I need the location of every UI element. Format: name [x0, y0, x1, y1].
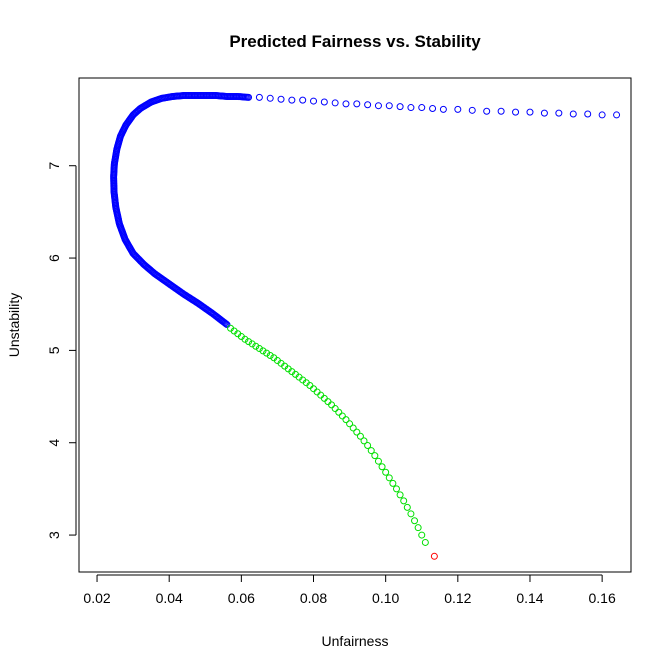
green-point [356, 432, 364, 440]
green-point [374, 457, 382, 465]
green-point [259, 347, 267, 355]
green-point [331, 405, 339, 413]
blue-point [221, 319, 229, 327]
green-point [346, 420, 354, 428]
blue-point [374, 102, 382, 110]
y-tick-label: 6 [46, 254, 62, 262]
green-point [313, 388, 321, 396]
green-point [382, 468, 390, 476]
green-point [407, 510, 415, 518]
red-point [430, 552, 438, 560]
plot-frame [78, 77, 632, 573]
green-point [367, 447, 375, 455]
blue-point [353, 100, 361, 108]
blue-point [613, 111, 621, 119]
blue-point [288, 96, 296, 104]
blue-point [483, 107, 491, 115]
blue-point [342, 100, 350, 108]
green-point [396, 491, 404, 499]
blue-point [299, 96, 307, 104]
green-point [248, 340, 256, 348]
blue-point [331, 99, 339, 107]
chart-title: Predicted Fairness vs. Stability [229, 32, 481, 51]
blue-point [526, 108, 534, 116]
blue-point [364, 101, 372, 109]
green-point [389, 479, 397, 487]
green-point [263, 349, 271, 357]
green-point [411, 517, 419, 525]
blue-point [512, 108, 520, 116]
y-tick-label: 7 [46, 162, 62, 170]
blue-point [255, 93, 263, 101]
green-point [320, 394, 328, 402]
y-axis-label: Unstability [6, 293, 22, 358]
green-point [310, 385, 318, 393]
green-point [378, 463, 386, 471]
x-tick-label: 0.06 [228, 590, 255, 606]
blue-point [497, 107, 505, 115]
green-point [328, 401, 336, 409]
green-point [364, 442, 372, 449]
green-point [255, 345, 263, 353]
blue-point [540, 109, 548, 117]
blue-point [320, 98, 328, 106]
blue-point [266, 94, 274, 102]
green-point [403, 503, 411, 511]
x-tick-label: 0.02 [83, 590, 110, 606]
blue-point [584, 110, 592, 118]
x-tick-label: 0.10 [372, 590, 399, 606]
green-point [400, 497, 408, 505]
green-point [338, 412, 346, 420]
x-axis: 0.02 0.04 0.06 0.08 0.10 0.12 0.14 0.16 [83, 574, 616, 606]
data-points [110, 92, 621, 560]
green-point [335, 408, 343, 416]
blue-point [569, 110, 577, 118]
blue-point [385, 102, 393, 110]
x-tick-label: 0.04 [156, 590, 183, 606]
green-point [241, 335, 249, 343]
green-point [392, 485, 400, 493]
green-point [418, 531, 426, 539]
green-point [421, 538, 429, 546]
green-point [371, 452, 379, 460]
blue-point [418, 104, 426, 112]
green-point [245, 338, 253, 346]
y-axis: 3 4 5 6 7 [46, 162, 77, 539]
green-point [317, 391, 325, 399]
blue-point [468, 106, 476, 114]
green-point [360, 437, 368, 445]
green-point [252, 342, 260, 350]
green-point [414, 524, 422, 532]
y-tick-label: 4 [46, 439, 62, 447]
x-tick-label: 0.14 [516, 590, 543, 606]
blue-point [439, 105, 447, 113]
green-point [385, 474, 393, 482]
blue-point [429, 104, 437, 112]
blue-point [223, 321, 231, 329]
y-tick-label: 3 [46, 531, 62, 539]
x-tick-label: 0.08 [300, 590, 327, 606]
green-point [324, 398, 332, 406]
blue-point [396, 103, 404, 111]
green-point [342, 416, 350, 424]
x-tick-label: 0.16 [589, 590, 616, 606]
green-point [353, 428, 361, 436]
y-tick-label: 5 [46, 346, 62, 354]
x-tick-label: 0.12 [444, 590, 471, 606]
blue-point [407, 104, 415, 112]
green-point [266, 351, 274, 359]
blue-point [454, 105, 462, 113]
blue-point [277, 95, 285, 103]
blue-point [310, 97, 318, 105]
blue-point [598, 111, 606, 119]
blue-point [222, 320, 230, 328]
x-axis-label: Unfairness [322, 633, 389, 649]
blue-point [555, 109, 563, 117]
green-point [349, 424, 357, 432]
